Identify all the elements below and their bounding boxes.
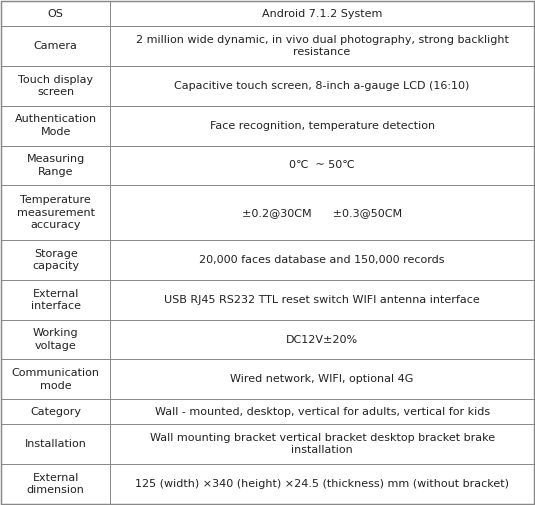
Text: External
dimension: External dimension <box>27 473 85 495</box>
Text: Measuring
Range: Measuring Range <box>27 154 85 177</box>
Text: OS: OS <box>48 9 64 19</box>
Text: Wall - mounted, desktop, vertical for adults, vertical for kids: Wall - mounted, desktop, vertical for ad… <box>155 407 490 417</box>
Text: Temperature
measurement
accuracy: Temperature measurement accuracy <box>17 195 95 230</box>
Text: Face recognition, temperature detection: Face recognition, temperature detection <box>210 121 434 131</box>
Text: 20,000 faces database and 150,000 records: 20,000 faces database and 150,000 record… <box>200 255 445 265</box>
Text: 0℃  ~ 50℃: 0℃ ~ 50℃ <box>289 161 355 170</box>
Text: External
interface: External interface <box>31 288 81 311</box>
Text: Storage
capacity: Storage capacity <box>32 249 79 271</box>
Text: Category: Category <box>30 407 81 417</box>
Text: Authentication
Mode: Authentication Mode <box>15 115 97 137</box>
Text: Camera: Camera <box>34 41 78 51</box>
Text: Installation: Installation <box>25 439 87 449</box>
Text: 125 (width) ×340 (height) ×24.5 (thickness) mm (without bracket): 125 (width) ×340 (height) ×24.5 (thickne… <box>135 479 509 489</box>
Text: Android 7.1.2 System: Android 7.1.2 System <box>262 9 383 19</box>
Text: 2 million wide dynamic, in vivo dual photography, strong backlight
resistance: 2 million wide dynamic, in vivo dual pho… <box>136 35 509 57</box>
Text: DC12V±20%: DC12V±20% <box>286 335 358 344</box>
Text: Working
voltage: Working voltage <box>33 328 79 351</box>
Text: Capacitive touch screen, 8-inch a-gauge LCD (16:10): Capacitive touch screen, 8-inch a-gauge … <box>174 81 470 91</box>
Text: Wired network, WIFI, optional 4G: Wired network, WIFI, optional 4G <box>231 374 414 384</box>
Text: Touch display
screen: Touch display screen <box>18 75 93 97</box>
Text: ±0.2@30CM      ±0.3@50CM: ±0.2@30CM ±0.3@50CM <box>242 208 402 218</box>
Text: Wall mounting bracket vertical bracket desktop bracket brake
installation: Wall mounting bracket vertical bracket d… <box>149 433 495 456</box>
Text: USB RJ45 RS232 TTL reset switch WIFI antenna interface: USB RJ45 RS232 TTL reset switch WIFI ant… <box>164 295 480 305</box>
Text: Communication
mode: Communication mode <box>12 368 100 390</box>
